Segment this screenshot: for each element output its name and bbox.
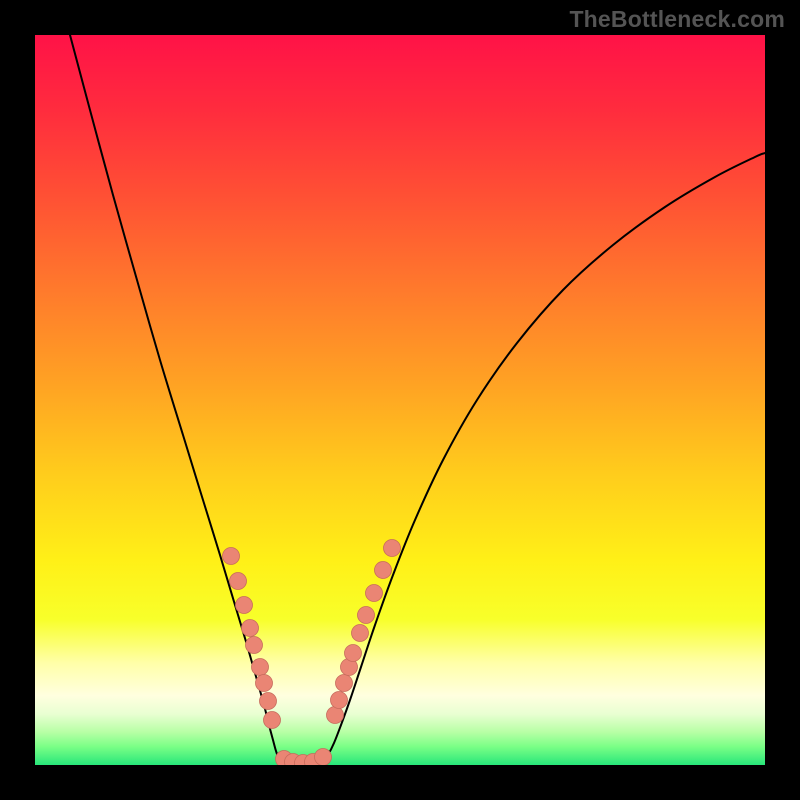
data-point-left [236, 597, 253, 614]
data-point-left [230, 573, 247, 590]
data-point-bottom [315, 749, 332, 766]
watermark-text: TheBottleneck.com [569, 6, 785, 33]
data-point-right [352, 625, 369, 642]
data-point-left [260, 693, 277, 710]
data-point-left [242, 620, 259, 637]
gradient-background [35, 35, 765, 765]
data-point-right [345, 645, 362, 662]
data-point-right [358, 607, 375, 624]
data-point-right [384, 540, 401, 557]
bottleneck-chart [35, 35, 765, 765]
data-point-right [375, 562, 392, 579]
data-point-right [331, 692, 348, 709]
data-point-right [366, 585, 383, 602]
data-point-left [252, 659, 269, 676]
data-point-left [256, 675, 273, 692]
data-point-left [246, 637, 263, 654]
data-point-left [223, 548, 240, 565]
data-point-left [264, 712, 281, 729]
data-point-right [327, 707, 344, 724]
data-point-right [336, 675, 353, 692]
